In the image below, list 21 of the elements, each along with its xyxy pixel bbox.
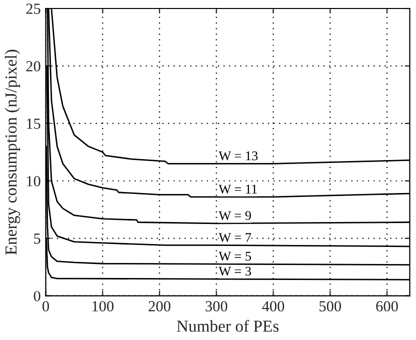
x-tick-label: 100 xyxy=(92,301,114,312)
x-tick-label: 0 xyxy=(42,301,49,312)
x-tick-label: 200 xyxy=(148,301,170,312)
series-label: W = 7 xyxy=(218,233,252,242)
y-axis-title: Energy consumption (nJ/pixel) xyxy=(4,50,20,255)
y-tick-label: 20 xyxy=(26,61,40,72)
x-tick-label: 600 xyxy=(376,301,398,312)
x-tick-label: 500 xyxy=(320,301,342,312)
series-label: W = 9 xyxy=(218,211,251,220)
series-label: W = 5 xyxy=(218,252,252,261)
series-label: W = 11 xyxy=(218,184,257,194)
x-tick-label: 400 xyxy=(262,301,284,312)
y-tick-label: 0 xyxy=(34,290,40,302)
y-tick-label: 25 xyxy=(26,4,40,14)
x-tick-label: 300 xyxy=(206,301,228,312)
y-tick-label: 15 xyxy=(26,118,40,129)
series-label: W = 3 xyxy=(218,266,252,276)
x-axis-title: Number of PEs xyxy=(176,320,279,332)
y-tick-label: 10 xyxy=(26,176,40,186)
y-tick-label: 5 xyxy=(34,234,40,244)
series-label: W = 13 xyxy=(218,151,258,160)
